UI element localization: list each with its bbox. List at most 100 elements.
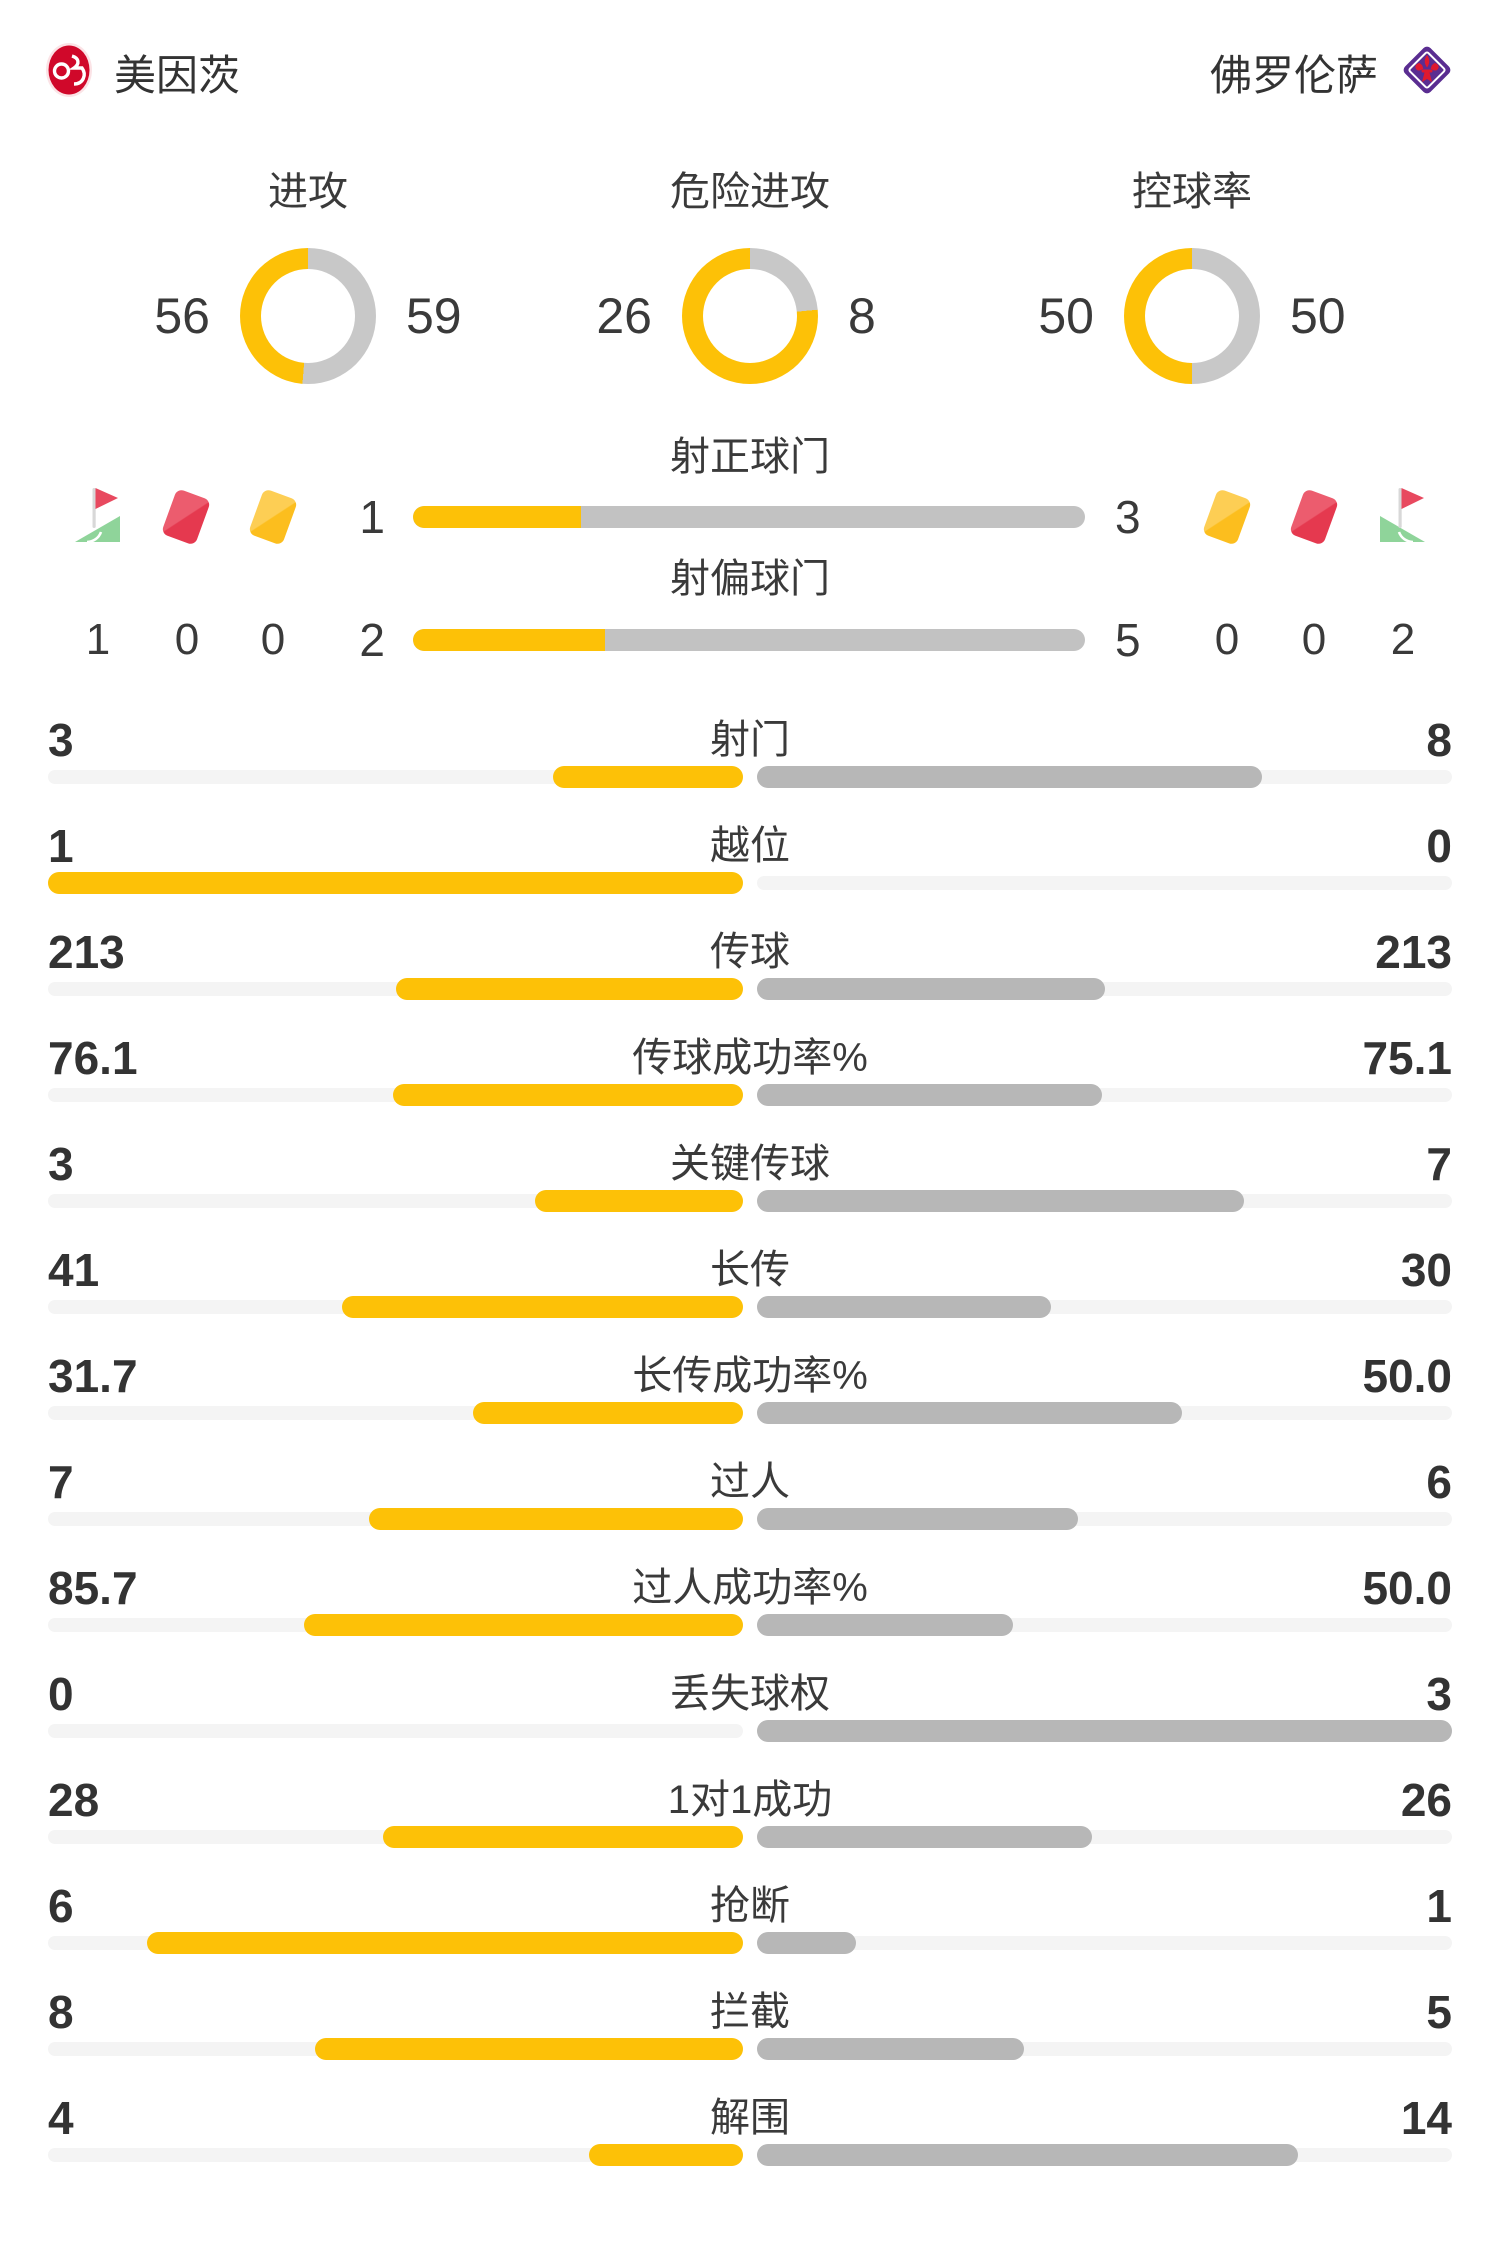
shots-off-target-home-fill: [413, 629, 605, 651]
away-dangerous-attacks-value: 8: [848, 288, 876, 344]
away-bar-half: [757, 766, 1452, 788]
home-bar-half: [48, 2144, 743, 2166]
away-bar-half: [757, 978, 1452, 1000]
home-bar-half: [48, 1296, 743, 1318]
stat-label: 传球: [710, 930, 790, 974]
stat-away-value: 50.0: [1362, 1350, 1452, 1402]
stat-row: 76.1 传球成功率% 75.1: [0, 1018, 1500, 1124]
stat-row: 0 丢失球权 3: [0, 1654, 1500, 1760]
stat-home-value: 3: [48, 714, 74, 766]
stat-row: 31.7 长传成功率% 50.0: [0, 1336, 1500, 1442]
stat-label: 过人成功率%: [632, 1566, 868, 1610]
home-bar-half: [48, 1190, 743, 1212]
home-shots-on-target-value: 1: [359, 491, 385, 543]
home-bar-fill: [382, 1826, 743, 1848]
away-bar-track: [757, 1936, 1452, 1950]
shots-on-target-bar: [413, 506, 1085, 528]
home-yellow-cards-count: 0: [260, 615, 286, 664]
away-bar-half: [757, 1296, 1452, 1318]
home-bar-half: [48, 1720, 743, 1742]
away-corners-count: 2: [1390, 615, 1416, 664]
away-bar-half: [757, 872, 1452, 894]
stat-away-value: 6: [1426, 1456, 1452, 1508]
stat-home-value: 31.7: [48, 1350, 138, 1402]
stat-row: 85.7 过人成功率% 50.0: [0, 1548, 1500, 1654]
attacks-donut-chart: [240, 248, 376, 384]
home-bar-fill: [147, 1932, 743, 1954]
home-bar-half: [48, 1402, 743, 1424]
home-bar-fill: [534, 1190, 743, 1212]
stat-home-value: 8: [48, 1986, 74, 2038]
shots-off-target-bar: [413, 629, 1085, 651]
away-shots-on-target-value: 3: [1115, 491, 1141, 543]
away-possession-value: 50: [1290, 288, 1346, 344]
home-bar-fill: [368, 1508, 743, 1530]
stat-home-value: 213: [48, 926, 125, 978]
home-bar-fill: [588, 2144, 743, 2166]
stat-away-value: 0: [1426, 820, 1452, 872]
stat-away-value: 50.0: [1362, 1562, 1452, 1614]
away-bar-fill: [757, 1614, 1014, 1636]
away-red-card-icon: [1288, 488, 1340, 546]
shots-on-target-home-fill: [413, 506, 581, 528]
away-bar-fill: [757, 2144, 1298, 2166]
away-attacks-value: 59: [406, 288, 462, 344]
donut-label: 控球率: [1132, 170, 1252, 214]
home-dangerous-attacks-value: 26: [596, 288, 652, 344]
stat-home-value: 41: [48, 1244, 100, 1296]
home-red-card-icon: [160, 488, 212, 546]
stat-away-value: 75.1: [1362, 1032, 1452, 1084]
home-bar-fill: [315, 2038, 743, 2060]
stat-away-value: 1: [1426, 1880, 1452, 1932]
away-yellow-cards-count: 0: [1214, 615, 1240, 664]
header: 美因茨 佛罗伦萨: [0, 40, 1500, 104]
away-red-cards-count: 0: [1301, 615, 1327, 664]
home-bar-fill: [341, 1296, 743, 1318]
stat-home-value: 0: [48, 1668, 74, 1720]
home-bar-fill: [393, 1084, 743, 1106]
away-shots-off-target-value: 5: [1115, 614, 1141, 666]
stat-row: 41 长传 30: [0, 1230, 1500, 1336]
home-attacks-value: 56: [154, 288, 210, 344]
away-bar-track: [757, 876, 1452, 890]
stat-row: 6 抢断 1: [0, 1866, 1500, 1972]
away-corner-flag-icon: [1376, 484, 1430, 544]
away-bar-fill: [757, 1402, 1183, 1424]
home-bar-half: [48, 1084, 743, 1106]
home-team-logo: [46, 42, 92, 102]
away-bar-half: [757, 1826, 1452, 1848]
away-bar-half: [757, 1720, 1452, 1742]
stat-label: 射门: [710, 718, 790, 762]
home-bar-fill: [48, 872, 743, 894]
away-bar-fill: [757, 978, 1105, 1000]
away-bar-half: [757, 2038, 1452, 2060]
stat-home-value: 28: [48, 1774, 100, 1826]
home-bar-half: [48, 766, 743, 788]
dangerous-attacks-donut-chart: [682, 248, 818, 384]
home-bar-half: [48, 1826, 743, 1848]
away-bar-fill: [757, 766, 1263, 788]
stat-row: 8 拦截 5: [0, 1972, 1500, 2078]
away-team: 佛罗伦萨: [1210, 42, 1454, 103]
home-corner-flag-icon: [70, 484, 124, 544]
stat-home-value: 7: [48, 1456, 74, 1508]
donut-label: 进攻: [268, 170, 348, 214]
away-bar-half: [757, 1190, 1452, 1212]
stat-label: 抢断: [710, 1884, 790, 1928]
stat-label: 传球成功率%: [632, 1036, 868, 1080]
stat-row: 4 解围 14: [0, 2078, 1500, 2184]
stat-home-value: 6: [48, 1880, 74, 1932]
stat-row: 7 过人 6: [0, 1442, 1500, 1548]
stat-home-value: 85.7: [48, 1562, 138, 1614]
away-bar-fill: [757, 1190, 1244, 1212]
stat-home-value: 3: [48, 1138, 74, 1190]
away-bar-half: [757, 2144, 1452, 2166]
stat-label: 解围: [710, 2096, 790, 2140]
stat-label: 关键传球: [670, 1142, 830, 1186]
stat-away-value: 26: [1400, 1774, 1452, 1826]
stat-home-value: 4: [48, 2092, 74, 2144]
stat-label: 丢失球权: [670, 1672, 830, 1716]
stat-away-value: 7: [1426, 1138, 1452, 1190]
home-bar-half: [48, 2038, 743, 2060]
